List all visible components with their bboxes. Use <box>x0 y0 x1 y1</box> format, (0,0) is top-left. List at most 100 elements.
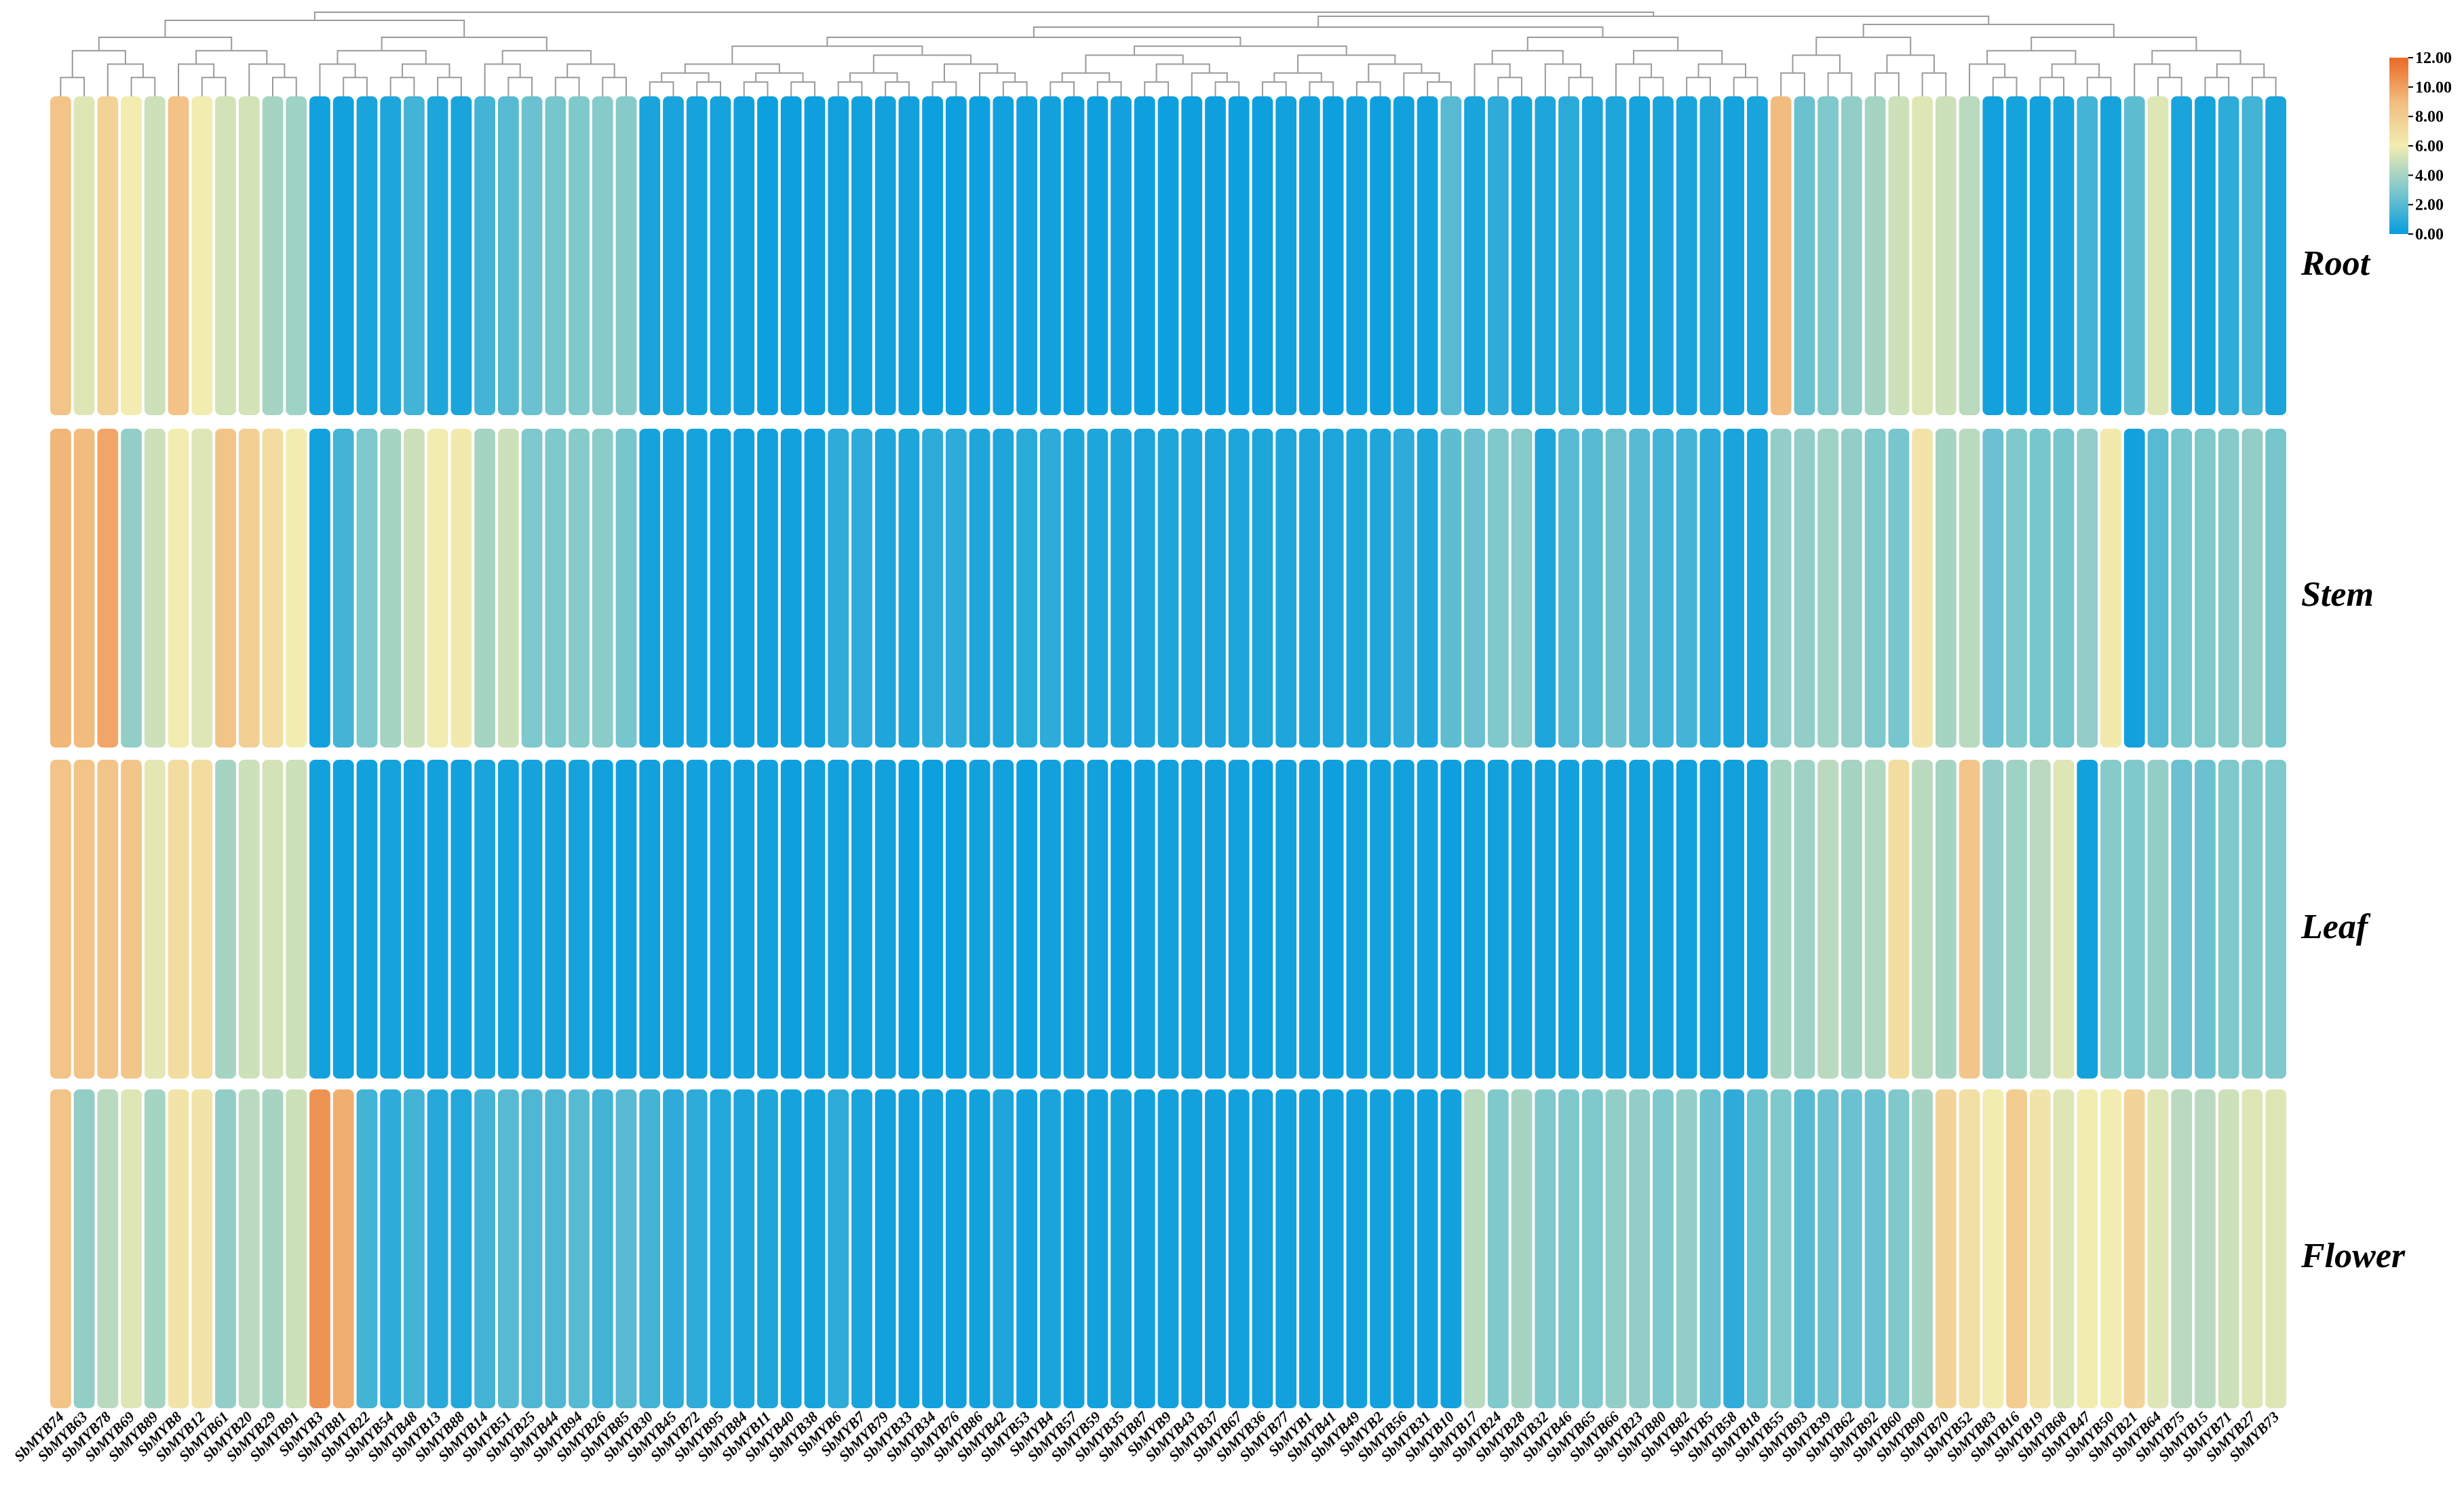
cell-flower-sbmyb16 <box>2006 1089 2027 1408</box>
cell-stem-sbmyb3 <box>309 429 330 748</box>
cell-stem-sbmyb56 <box>1393 429 1414 748</box>
dendrogram-branch <box>1874 72 1900 96</box>
cell-stem-sbmyb85 <box>615 429 637 748</box>
dendrogram-branch <box>107 63 144 96</box>
cell-flower-sbmyb18 <box>1747 1089 1768 1408</box>
dendrogram-branch <box>1085 54 1184 73</box>
cell-flower-sbmyb45 <box>663 1089 684 1408</box>
colorbar-tick-label: 6.00 <box>2415 138 2444 155</box>
cell-root-sbmyb33 <box>898 96 920 415</box>
dendrogram-branch <box>389 77 415 96</box>
cell-flower-sbmyb40 <box>780 1089 802 1408</box>
cell-root-sbmyb83 <box>1982 96 2004 415</box>
cell-leaf-sbmyb7 <box>851 760 872 1079</box>
cell-leaf-sbmyb89 <box>144 760 166 1079</box>
cell-flower-sbmyb73 <box>2265 1089 2286 1408</box>
cell-stem-sbmyb33 <box>898 429 920 748</box>
cell-leaf-sbmyb22 <box>356 760 378 1079</box>
cell-flower-sbmyb64 <box>2147 1089 2169 1408</box>
dendrogram-branch <box>790 81 815 96</box>
cell-flower-sbmyb31 <box>1417 1089 1438 1408</box>
cell-leaf-sbmyb52 <box>1959 760 1980 1079</box>
dendrogram-branch <box>1297 54 1396 73</box>
cell-flower-sbmyb41 <box>1322 1089 1344 1408</box>
cell-root-sbmyb1 <box>1299 96 1320 415</box>
cell-leaf-sbmyb50 <box>2100 760 2121 1079</box>
cell-flower-sbmyb44 <box>545 1089 566 1408</box>
cell-flower-sbmyb13 <box>427 1089 448 1408</box>
cell-stem-sbmyb60 <box>1888 429 1910 748</box>
cell-stem-sbmyb91 <box>286 429 307 748</box>
cell-flower-sbmyb14 <box>474 1089 495 1408</box>
cell-root-sbmyb19 <box>2029 96 2051 415</box>
dendrogram-branch <box>501 50 592 64</box>
cell-flower-sbmyb10 <box>1440 1089 1462 1408</box>
cell-leaf-sbmyb1 <box>1299 760 1320 1079</box>
cell-root-sbmyb71 <box>2218 96 2239 415</box>
cell-flower-sbmyb68 <box>2053 1089 2075 1408</box>
cell-root-sbmyb16 <box>2006 96 2027 415</box>
cell-stem-sbmyb94 <box>569 429 590 748</box>
dendrogram-branch <box>1780 72 1805 96</box>
dendrogram-branch <box>1191 72 1228 96</box>
dendrogram-branch <box>1474 63 1511 96</box>
cell-stem-sbmyb37 <box>1205 429 1226 748</box>
cell-flower-sbmyb20 <box>238 1089 260 1408</box>
colorbar-tick-label: 0.00 <box>2415 226 2444 244</box>
cell-root-sbmyb89 <box>144 96 166 415</box>
cell-root-sbmyb88 <box>450 96 472 415</box>
cell-leaf-sbmyb2 <box>1370 760 1391 1079</box>
cell-stem-sbmyb86 <box>969 429 990 748</box>
cell-root-sbmyb13 <box>427 96 448 415</box>
cell-root-sbmyb93 <box>1794 96 1815 415</box>
cell-flower-sbmyb50 <box>2100 1089 2121 1408</box>
colorbar-tick-label: 10.00 <box>2415 79 2452 96</box>
cell-flower-sbmyb72 <box>686 1089 708 1408</box>
cell-leaf-sbmyb60 <box>1888 760 1910 1079</box>
dendrogram-branch <box>313 12 1655 20</box>
cell-leaf-sbmyb63 <box>73 760 95 1079</box>
cell-stem-sbmyb35 <box>1111 429 1132 748</box>
cell-leaf-sbmyb36 <box>1252 760 1273 1079</box>
cell-root-sbmyb38 <box>804 96 826 415</box>
cell-root-sbmyb27 <box>2241 96 2263 415</box>
dendrogram-branch <box>2216 63 2265 78</box>
cell-leaf-sbmyb12 <box>191 760 213 1079</box>
cell-flower-sbmyb67 <box>1228 1089 1250 1408</box>
dendrogram-branch <box>2151 50 2241 64</box>
dendrogram-branch <box>1792 54 1841 73</box>
cell-stem-sbmyb90 <box>1912 429 1933 748</box>
cell-stem-sbmyb48 <box>404 429 425 748</box>
cell-flower-sbmyb42 <box>993 1089 1014 1408</box>
cell-root-sbmyb82 <box>1676 96 1697 415</box>
dendrogram-branch <box>849 72 898 82</box>
cell-stem-sbmyb32 <box>1535 429 1556 748</box>
cell-flower-sbmyb24 <box>1487 1089 1509 1408</box>
dendrogram-branch <box>1544 63 1581 96</box>
cell-root-sbmyb56 <box>1393 96 1414 415</box>
cell-leaf-sbmyb46 <box>1558 760 1579 1079</box>
cell-leaf-sbmyb5 <box>1699 760 1721 1079</box>
dendrogram-branch <box>1862 24 2115 37</box>
cell-leaf-sbmyb28 <box>1511 760 1533 1079</box>
cell-flower-sbmyb88 <box>450 1089 472 1408</box>
cell-root-sbmyb6 <box>828 96 849 415</box>
cell-leaf-sbmyb94 <box>569 760 590 1079</box>
cell-flower-sbmyb81 <box>332 1089 354 1408</box>
dendrogram-branch <box>1638 77 1664 96</box>
cell-stem-sbmyb25 <box>521 429 543 748</box>
cell-flower-sbmyb9 <box>1157 1089 1179 1408</box>
cell-leaf-sbmyb33 <box>898 760 920 1079</box>
cell-root-sbmyb62 <box>1841 96 1862 415</box>
cell-stem-sbmyb53 <box>1016 429 1037 748</box>
cell-root-sbmyb14 <box>474 96 495 415</box>
row-label-flower: Flower <box>2301 1237 2406 1275</box>
cell-leaf-sbmyb31 <box>1417 760 1438 1079</box>
cell-stem-sbmyb7 <box>851 429 872 748</box>
cell-stem-sbmyb34 <box>922 429 943 748</box>
dendrogram-branch <box>1526 37 1679 51</box>
cell-flower-sbmyb21 <box>2123 1089 2145 1408</box>
cell-stem-sbmyb57 <box>1063 429 1085 748</box>
cell-leaf-sbmyb38 <box>804 760 826 1079</box>
cell-root-sbmyb57 <box>1063 96 1085 415</box>
